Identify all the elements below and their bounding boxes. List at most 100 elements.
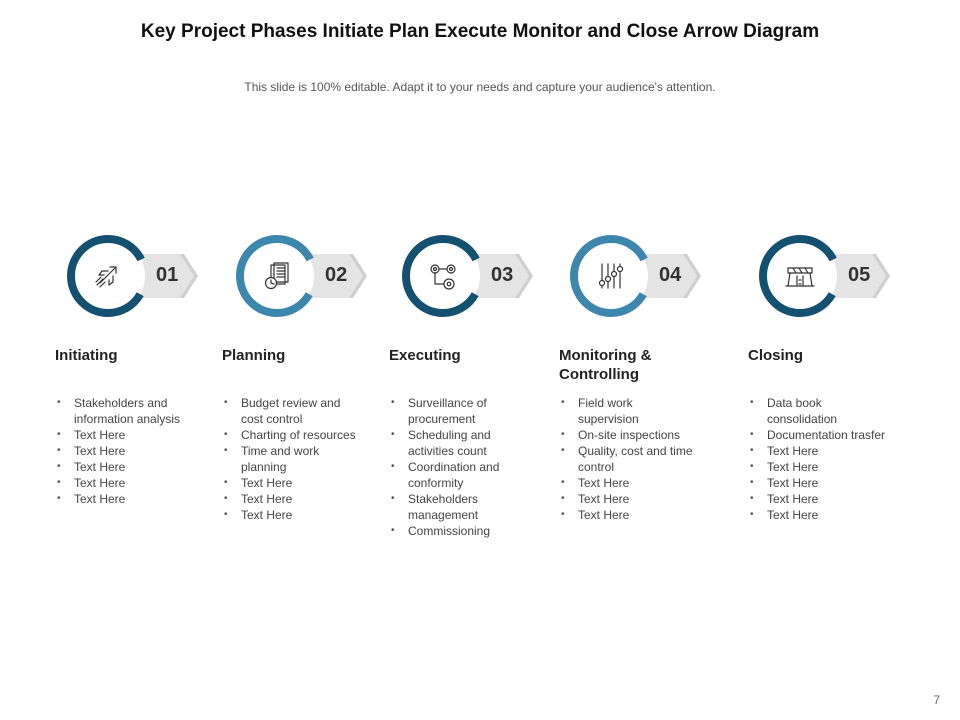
bullet-text-line: Text Here	[578, 492, 630, 506]
phase-badge: 03	[397, 230, 547, 322]
phase-heading-line: Monitoring &	[559, 347, 652, 364]
bullet-item: Budget review and cost control	[222, 395, 356, 427]
bullet-item: Text Here	[748, 491, 885, 507]
slide-title: Key Project Phases Initiate Plan Execute…	[140, 21, 820, 42]
phase-heading: Executing	[389, 346, 549, 365]
rocket-icon	[95, 266, 117, 288]
phase-heading: Planning	[222, 346, 382, 365]
phase-02: 02 Planning Budget review and cost control C…	[222, 0, 402, 720]
bullet-item: Text Here	[748, 507, 885, 523]
bullet-text-line: Text Here	[578, 476, 630, 490]
phase-ring-arrow	[759, 235, 890, 317]
bullet-text-line: Text Here	[767, 508, 819, 522]
phase-number: 02	[325, 264, 348, 286]
phase-heading-line: Controlling	[559, 366, 639, 383]
phase-bullet-list: Budget review and cost control Charting of…	[222, 395, 356, 523]
bullet-item: Text Here	[222, 491, 356, 507]
phase-heading-line: Initiating	[55, 347, 118, 364]
bullet-item: Field work supervision	[559, 395, 693, 427]
bullet-item: Text Here	[748, 443, 885, 459]
phase-badge: 02	[231, 230, 381, 322]
control-sliders-icon	[598, 263, 624, 289]
bullet-text-line: Scheduling and	[408, 428, 491, 442]
bullet-text-line: Text Here	[74, 492, 126, 506]
bullet-item: Text Here	[55, 459, 180, 475]
bullet-text-line: Text Here	[767, 444, 819, 458]
phase-number: 01	[156, 264, 179, 286]
phase-badge: 04	[565, 230, 715, 322]
phase-heading-line: Closing	[748, 347, 803, 364]
bullet-item: Text Here	[559, 491, 693, 507]
phase-05: 05 Closing Data book consolidation Documenta…	[748, 0, 928, 720]
phase-01: 01 Initiating Stakeholders and information …	[55, 0, 235, 720]
phase-arrow-shadow	[683, 254, 701, 298]
phase-ring-inner	[245, 244, 309, 308]
bullet-text-line: Quality, cost and time	[578, 444, 693, 458]
bullet-text-line: information analysis	[74, 412, 181, 426]
bullet-item: Data book consolidation	[748, 395, 885, 427]
bullet-text-line: Text Here	[241, 492, 293, 506]
bullet-text-line: Text Here	[578, 508, 630, 522]
bullet-text-line: Text Here	[74, 444, 126, 458]
phase-number: 04	[659, 264, 682, 286]
phase-heading-line: Executing	[389, 347, 461, 364]
bullet-text-line: conformity	[408, 476, 464, 490]
phase-arrow-shadow	[872, 254, 890, 298]
bullet-text-line: Documentation trasfer	[767, 428, 886, 442]
bullet-text-line: Field work	[578, 396, 633, 410]
bullet-item: Text Here	[55, 475, 180, 491]
phase-bullet-list: Surveillance ofprocurementScheduling and…	[389, 395, 499, 539]
bullet-item: On-site inspections	[559, 427, 693, 443]
bullet-text-line: control	[578, 460, 615, 474]
phase-ring-inner	[768, 244, 832, 308]
bullet-text-line: Text Here	[767, 476, 819, 490]
page-number: 7	[933, 693, 940, 707]
bullet-text-line: Text Here	[74, 428, 126, 442]
phase-number: 03	[491, 264, 514, 286]
bullet-item: Text Here	[55, 443, 180, 459]
bullet-item: Text Here	[559, 475, 693, 491]
phase-ring-inner	[76, 244, 140, 308]
bullet-item: Text Here	[222, 507, 356, 523]
bullet-item: Charting of resources	[222, 427, 356, 443]
bullet-text-line: Text Here	[767, 460, 819, 474]
bullet-item: Scheduling and activities count	[389, 427, 499, 459]
phase-ring-arrow	[236, 235, 367, 317]
bullet-text-line: Data book	[767, 396, 822, 410]
phase-number: 05	[848, 264, 871, 286]
planning-document-clock-icon	[264, 262, 289, 290]
phase-ring-arrow	[67, 235, 198, 317]
bullet-item: Time and work planning	[222, 443, 356, 475]
bullet-item: Quality, cost and time control	[559, 443, 693, 475]
phase-badge: 05	[754, 230, 904, 322]
phase-heading-line: Planning	[222, 347, 286, 364]
phase-03: 03ExecutingSurveillance ofprocurementSch…	[389, 0, 569, 720]
bullet-text-line: procurement	[408, 412, 476, 426]
phase-bullet-list: Data book consolidation Documentation tras…	[748, 395, 885, 523]
phase-ring-arrow	[402, 235, 533, 317]
bullet-text-line: Stakeholders	[408, 492, 479, 506]
bullet-text-line: Budget review and	[241, 396, 341, 410]
phase-heading: Initiating	[55, 346, 215, 365]
bullet-item: Text Here	[55, 427, 180, 443]
phase-ring-inner	[411, 244, 475, 308]
bullet-item: Text Here	[748, 459, 885, 475]
bullet-text-line: consolidation	[767, 412, 838, 426]
bullet-item: Text Here	[559, 507, 693, 523]
phase-bullet-list: Field work supervision On-site inspections…	[559, 395, 693, 523]
phase-badge: 01	[62, 230, 212, 322]
bullet-item: Surveillance of procurement	[389, 395, 499, 427]
bullet-item: Commissioning	[389, 523, 499, 539]
bullet-text-line: Text Here	[74, 460, 126, 474]
bullet-text-line: Charting of resources	[241, 428, 356, 442]
phase-arrow-shadow	[349, 254, 367, 298]
bullet-text-line: management	[408, 508, 479, 522]
bullet-item: Stakeholders and information analysis	[55, 395, 180, 427]
bullet-text-line: Surveillance of	[408, 396, 487, 410]
bullet-text-line: Commissioning	[408, 524, 491, 538]
phase-bullet-list: Stakeholders and information analysis Text…	[55, 395, 180, 507]
phase-heading: Monitoring & Controlling	[559, 346, 719, 384]
bullet-text-line: Text Here	[241, 476, 293, 490]
phase-ring-inner	[579, 244, 643, 308]
bullet-text-line: supervision	[578, 412, 639, 426]
